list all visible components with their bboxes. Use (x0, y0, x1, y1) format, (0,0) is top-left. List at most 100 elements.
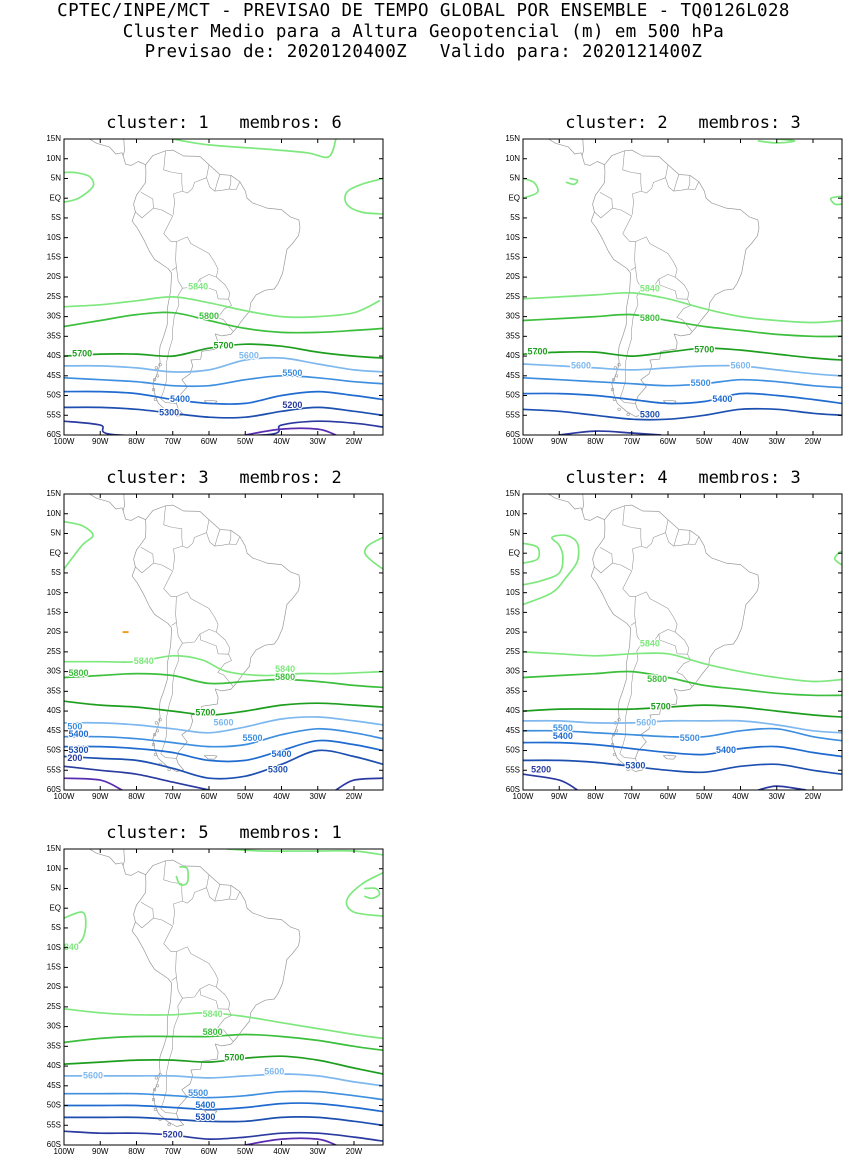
lat-label: 10S (506, 588, 520, 597)
contour-5400 (64, 739, 383, 763)
contour-5840 (344, 177, 383, 215)
country-border (135, 192, 154, 219)
contour-label: 5400 (553, 731, 573, 741)
contour-5600 (523, 363, 842, 377)
country-border (619, 288, 642, 404)
lat-label: 55S (47, 410, 61, 419)
contour-label: 5200 (163, 1129, 183, 1139)
contour-5840 (345, 871, 383, 917)
country-border (641, 519, 669, 549)
contour-label: 5300 (268, 765, 288, 775)
contour-label: 5840 (134, 656, 154, 666)
lat-label: 60S (506, 785, 520, 794)
lat-label: 35S (506, 686, 520, 695)
lon-label: 40W (273, 792, 290, 801)
country-border (163, 505, 183, 570)
contour-5300 (64, 406, 383, 419)
country-border (182, 164, 210, 194)
lat-label: 40S (506, 351, 520, 360)
island-marker (155, 729, 160, 733)
contour-label: 5600 (571, 360, 591, 370)
contour-5500 (523, 376, 842, 389)
lat-label: 5S (51, 568, 61, 577)
lat-label: 45S (47, 1081, 61, 1090)
map-frame (63, 493, 384, 791)
lat-label: 45S (47, 371, 61, 380)
lon-label: 40W (732, 792, 749, 801)
lat-label: 35S (47, 686, 61, 695)
contour-5300 (64, 1116, 383, 1127)
contour-5800 (523, 670, 842, 697)
contour-5100 (64, 777, 123, 790)
contour-label: 5700 (527, 346, 547, 356)
header-line-1: CPTEC/INPE/MCT - PREVISAO DE TEMPO GLOBA… (57, 1, 790, 21)
lat-label: EQ (49, 548, 61, 557)
header-line-3: Previsao de: 2020120400Z Valido para: 20… (144, 42, 703, 62)
lon-label: 20W (346, 1147, 363, 1156)
contour-5600 (64, 1073, 383, 1087)
lat-label: 15S (506, 253, 520, 262)
country-border (635, 591, 678, 644)
lon-label: 70W (624, 792, 641, 801)
contour-5400 (523, 392, 842, 405)
contour-label: 5400 (712, 394, 732, 404)
island-marker (153, 397, 157, 402)
lat-label: 10N (505, 154, 520, 163)
lat-label: 5S (510, 213, 520, 222)
country-border (594, 547, 613, 574)
lat-label: 40S (47, 1061, 61, 1070)
caribbean-coastline (581, 494, 584, 511)
contour-label: 5700 (213, 341, 233, 351)
country-border (673, 174, 691, 192)
falkland-islands (662, 754, 677, 760)
lat-label: 5S (51, 923, 61, 932)
contour-label: 5600 (213, 717, 233, 727)
lat-label: EQ (508, 193, 520, 202)
lat-label: 30S (506, 312, 520, 321)
island-marker (610, 388, 615, 392)
lat-label: 30S (47, 1022, 61, 1031)
contour-5840 (833, 550, 842, 566)
lon-label: 30W (769, 792, 786, 801)
country-border (199, 276, 230, 300)
lat-label: 15N (46, 489, 61, 498)
contour-label: 840 (64, 942, 79, 952)
contour-5840 (829, 195, 842, 206)
contour-label: 500 (67, 721, 82, 731)
island-marker (151, 743, 156, 747)
contour-5300 (64, 749, 383, 780)
lat-label: 35S (506, 331, 520, 340)
lat-label: 40S (506, 706, 520, 715)
country-border (687, 536, 700, 545)
island-marker (151, 1098, 156, 1102)
central-america-coastline (547, 494, 605, 521)
lat-label: 60S (47, 430, 61, 439)
lat-label: 15S (47, 253, 61, 262)
country-border (176, 236, 219, 289)
caribbean-coastline (581, 139, 584, 156)
lon-label: 60W (201, 437, 218, 446)
panel-title: cluster: 5 membros: 1 (106, 823, 342, 843)
cluster-map: 5840 5800 5700 5700 5600 5500 5400 5300 5200 15N 1… (46, 134, 384, 446)
lon-label: 80W (128, 1147, 145, 1156)
country-border (622, 505, 642, 570)
central-america-coastline (88, 849, 146, 876)
contour-label: 5840 (640, 638, 660, 648)
island-marker (617, 718, 621, 722)
lat-label: 20S (47, 982, 61, 991)
contour-label: 5500 (680, 733, 700, 743)
lat-label: 55S (506, 765, 520, 774)
contour-5700 (523, 704, 842, 718)
central-america-coastline (547, 139, 605, 166)
contour-label: 5800 (640, 313, 660, 323)
lat-label: 5S (510, 568, 520, 577)
contour-label: 5800 (647, 674, 667, 684)
lat-label: 30S (47, 312, 61, 321)
contour-5200 (64, 420, 383, 435)
lon-label: 90W (92, 437, 109, 446)
map-frame (522, 138, 843, 436)
contour-5840 (523, 534, 580, 606)
contour-label: 5800 (203, 1027, 223, 1037)
country-border (176, 946, 219, 999)
island-marker (158, 363, 162, 367)
